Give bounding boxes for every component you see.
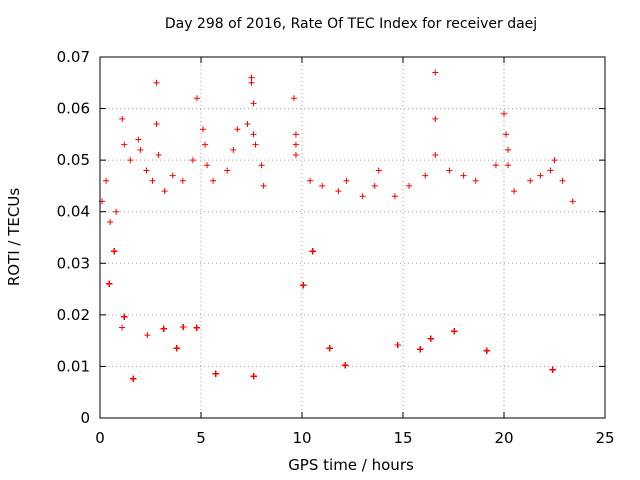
grid	[100, 57, 605, 418]
data-points	[99, 69, 576, 382]
roti-point	[144, 332, 151, 339]
roti-point	[119, 324, 126, 331]
